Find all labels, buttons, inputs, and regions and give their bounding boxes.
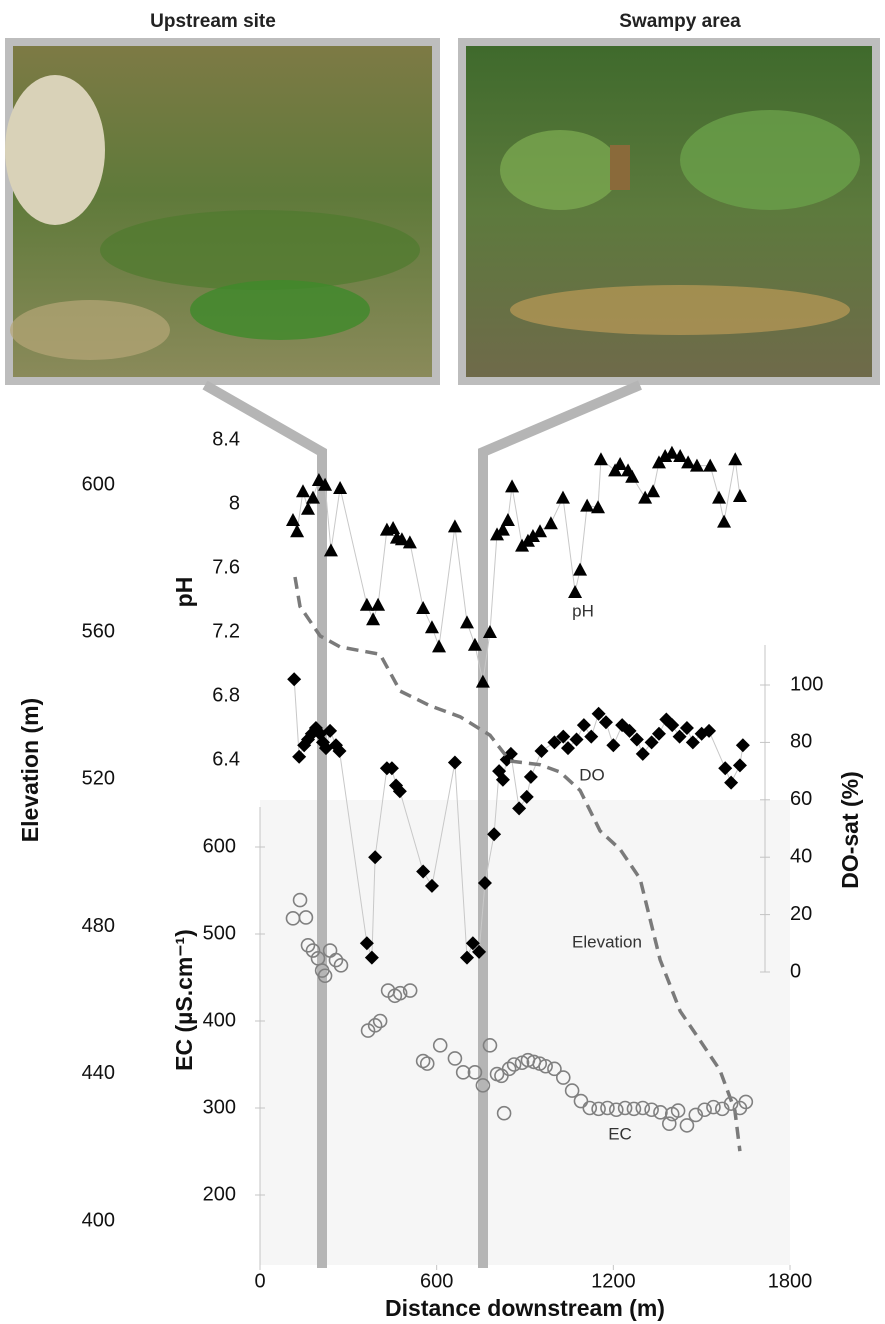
- do-point: [448, 755, 462, 769]
- ph-point: [286, 513, 300, 526]
- ph-point: [568, 585, 582, 598]
- photo-right: [458, 38, 880, 385]
- ph-point: [594, 452, 608, 465]
- y-tick-label: 600: [203, 835, 236, 857]
- y-tick-label: 400: [82, 1209, 115, 1231]
- x-tick-label: 1800: [768, 1270, 813, 1292]
- ph-point: [296, 484, 310, 497]
- y-tick-label: 80: [790, 731, 812, 753]
- do-point: [534, 744, 548, 758]
- axis-title: DO-sat (%): [837, 771, 863, 889]
- ph-point: [301, 502, 315, 515]
- photo-label: Upstream site: [150, 11, 276, 32]
- series-label: DO: [579, 765, 605, 784]
- ph-point: [432, 639, 446, 652]
- y-tick-label: 520: [82, 768, 115, 790]
- ph-point: [717, 515, 731, 528]
- figure: Upstream site Swampy area 40044048052056…: [0, 0, 885, 1324]
- y-tick-label: 40: [790, 845, 812, 867]
- ph-point: [501, 513, 515, 526]
- y-tick-label: 6.4: [212, 748, 240, 770]
- axis-title: EC (µS.cm⁻¹): [171, 929, 197, 1071]
- y-tick-label: 7.2: [212, 620, 240, 642]
- ph-point: [733, 489, 747, 502]
- do-point: [584, 730, 598, 744]
- ph-point: [448, 519, 462, 532]
- ph-point: [646, 484, 660, 497]
- y-tick-label: 200: [203, 1183, 236, 1205]
- ph-point: [425, 620, 439, 633]
- axis-title: Elevation (m): [17, 698, 43, 842]
- series-label: EC: [608, 1124, 632, 1143]
- y-tick-label: 20: [790, 903, 812, 925]
- ph-point: [366, 612, 380, 625]
- series-label: Elevation: [572, 932, 642, 951]
- y-tick-label: 100: [790, 673, 823, 695]
- ph-point: [505, 479, 519, 492]
- photo-left: [5, 38, 440, 385]
- y-tick-label: 60: [790, 788, 812, 810]
- y-tick-label: 7.6: [212, 556, 240, 578]
- ph-point: [416, 601, 430, 614]
- do-point: [736, 738, 750, 752]
- ph-point: [728, 452, 742, 465]
- y-tick-label: 600: [82, 473, 115, 495]
- y-tick-label: 300: [203, 1096, 236, 1118]
- do-point: [524, 770, 538, 784]
- x-tick-label: 0: [254, 1270, 265, 1292]
- do-point: [287, 672, 301, 686]
- x-tick-label: 1200: [591, 1270, 636, 1292]
- ph-point: [556, 491, 570, 504]
- ph-point: [533, 524, 547, 537]
- ph-point: [613, 457, 627, 470]
- y-tick-label: 400: [203, 1009, 236, 1031]
- do-point: [733, 758, 747, 772]
- y-tick-label: 500: [203, 922, 236, 944]
- do-point: [577, 718, 591, 732]
- x-axis-title: Distance downstream (m): [385, 1295, 665, 1321]
- ph-point: [333, 481, 347, 494]
- plot-panel: [260, 800, 790, 1265]
- do-point: [636, 747, 650, 761]
- y-tick-label: 480: [82, 915, 115, 937]
- y-tick-label: 8: [229, 492, 240, 514]
- ph-point: [544, 516, 558, 529]
- ph-point: [460, 615, 474, 628]
- do-point: [718, 761, 732, 775]
- y-tick-label: 440: [82, 1062, 115, 1084]
- ph-point: [290, 524, 304, 537]
- ph-point: [371, 598, 385, 611]
- axis-title: pH: [171, 577, 197, 608]
- y-tick-label: 0: [790, 960, 801, 982]
- ph-point: [712, 491, 726, 504]
- connector-line: [293, 453, 740, 682]
- y-tick-label: 6.8: [212, 684, 240, 706]
- ph-point: [580, 499, 594, 512]
- ph-point: [360, 598, 374, 611]
- y-tick-label: 8.4: [212, 428, 240, 450]
- do-point: [724, 776, 738, 790]
- x-tick-label: 600: [420, 1270, 453, 1292]
- do-point: [606, 738, 620, 752]
- series-label: pH: [572, 601, 594, 620]
- photo-label: Swampy area: [619, 11, 741, 32]
- y-tick-label: 560: [82, 620, 115, 642]
- ph-point: [573, 563, 587, 576]
